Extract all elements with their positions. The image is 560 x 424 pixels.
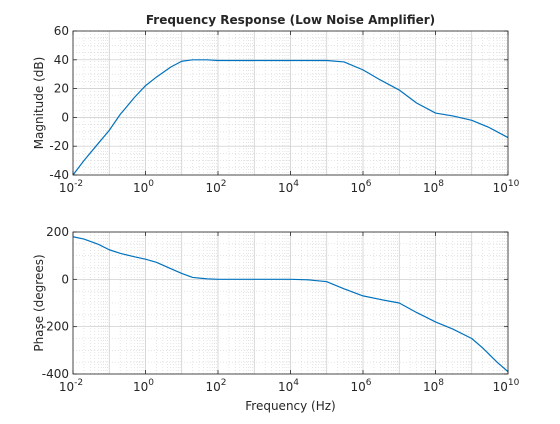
y-tick-label: 0 (61, 110, 69, 124)
y-tick-label: 0 (61, 272, 69, 286)
x-axis-label: Frequency (Hz) (245, 399, 336, 413)
y-axis-label: Magnitude (dB) (32, 57, 46, 150)
x-tick-label: 10-2 (59, 378, 83, 394)
subplot-2: 10-2 100 102 104 106 108 1010 -400 -200 0 200 Phase… (32, 225, 520, 413)
x-tick-label: 100 (133, 378, 154, 394)
x-tick-label: 1010 (493, 378, 520, 394)
x-tick-label: 104 (278, 179, 299, 195)
x-tick-label: 108 (423, 179, 444, 195)
x-tick-label: 106 (350, 378, 371, 394)
series-line-1 (72, 59, 509, 176)
y-tick-label: -40 (49, 168, 69, 182)
y-tick-label: 60 (54, 24, 69, 38)
x-tick-label: 102 (205, 179, 226, 195)
x-tick-label: 100 (133, 179, 154, 195)
series-line-1 (72, 236, 509, 373)
y-axis-label: Phase (degrees) (32, 254, 46, 351)
y-tick-label: -200 (42, 320, 69, 334)
y-tick-label: 20 (54, 82, 69, 96)
subplot-1: 10-2 100 102 104 106 108 1010 -40 -20 0 20 40 60 Magn… (32, 13, 520, 195)
x-tick-label: 10-2 (59, 179, 83, 195)
x-tick-label: 106 (350, 179, 371, 195)
x-tick-label: 1010 (493, 179, 520, 195)
y-tick-label: 40 (54, 53, 69, 67)
x-tick-label: 104 (278, 378, 299, 394)
chart-title: Frequency Response (Low Noise Amplifier) (146, 13, 435, 27)
y-tick-label: -20 (49, 139, 69, 153)
y-tick-label: 200 (46, 225, 69, 239)
x-tick-label: 102 (205, 378, 226, 394)
y-tick-label: -400 (42, 367, 69, 381)
x-tick-label: 108 (423, 378, 444, 394)
